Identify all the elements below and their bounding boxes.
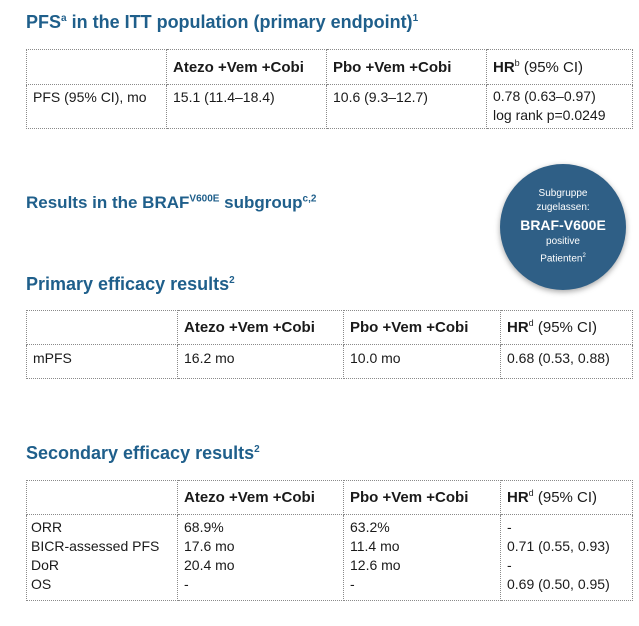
table-header-row: Atezo +Vem +Cobi Pbo +Vem +Cobi HRd (95%…: [26, 310, 633, 345]
hr-values-cell: - 0.71 (0.55, 0.93) - 0.69 (0.50, 0.95): [500, 514, 633, 601]
atezo-values-cell: 68.9% 17.6 mo 20.4 mo -: [177, 514, 344, 601]
orr-label: ORR: [31, 519, 63, 535]
dor-hr-value: -: [507, 557, 512, 573]
header-atezo: Atezo +Vem +Cobi: [177, 310, 344, 345]
heading-text: Results in the BRAF: [26, 193, 190, 212]
header-pbo: Pbo +Vem +Cobi: [343, 310, 501, 345]
p-value: log rank p=0.0249: [493, 107, 606, 123]
itt-pfs-table: Atezo +Vem +Cobi Pbo +Vem +Cobi HRb (95%…: [26, 49, 633, 129]
table-header-row: Atezo +Vem +Cobi Pbo +Vem +Cobi HRb (95%…: [26, 49, 633, 85]
header-atezo: Atezo +Vem +Cobi: [166, 49, 327, 85]
ci-label: (95% CI): [533, 319, 598, 336]
reference-marker: 2: [229, 275, 235, 286]
secondary-efficacy-heading: Secondary efficacy results2: [26, 443, 260, 464]
braf-subgroup-heading: Results in the BRAFV600E subgroupc,2: [26, 193, 316, 213]
row-label: PFS (95% CI), mo: [26, 84, 167, 129]
dor-atezo-value: 20.4 mo: [184, 557, 235, 573]
table-row: PFS (95% CI), mo 15.1 (11.4–18.4) 10.6 (…: [26, 84, 633, 129]
bicr-pfs-hr-value: 0.71 (0.55, 0.93): [507, 538, 610, 554]
primary-efficacy-heading: Primary efficacy results2: [26, 274, 235, 295]
header-empty-cell: [26, 480, 178, 515]
header-pbo: Pbo +Vem +Cobi: [326, 49, 487, 85]
reference-marker: 2: [254, 444, 260, 455]
hr-label: HR: [493, 58, 515, 76]
footnote-marker: c,2: [302, 193, 317, 205]
hr-value: 0.68 (0.53, 0.88): [500, 344, 633, 379]
heading-text: in the ITT population (primary endpoint): [66, 12, 413, 32]
heading-text: Primary efficacy results: [26, 274, 230, 294]
badge-line: zugelassen:: [536, 202, 590, 214]
footnote-marker: d: [528, 488, 534, 498]
header-pbo: Pbo +Vem +Cobi: [343, 480, 501, 515]
heading-text: Secondary efficacy results: [26, 443, 255, 463]
pbo-value: 10.0 mo: [343, 344, 501, 379]
atezo-value: 16.2 mo: [177, 344, 344, 379]
footnote-marker: d: [528, 318, 534, 328]
ci-label: (95% CI): [519, 58, 584, 76]
row-labels-cell: ORR BICR-assessed PFS DoR OS: [26, 514, 178, 601]
itt-section-heading: PFSa in the ITT population (primary endp…: [26, 12, 418, 33]
badge-line: positive: [546, 236, 580, 248]
orr-pbo-value: 63.2%: [350, 519, 390, 535]
bicr-pfs-pbo-value: 11.4 mo: [350, 538, 400, 554]
pbo-value: 10.6 (9.3–12.7): [326, 84, 487, 129]
orr-atezo-value: 68.9%: [184, 519, 224, 535]
dor-pbo-value: 12.6 mo: [350, 557, 401, 573]
primary-efficacy-table: Atezo +Vem +Cobi Pbo +Vem +Cobi HRd (95%…: [26, 310, 633, 379]
header-empty-cell: [26, 49, 167, 85]
hr-value: 0.78 (0.63–0.97) log rank p=0.0249: [486, 84, 633, 129]
row-label: mPFS: [26, 344, 178, 379]
ci-label: (95% CI): [533, 489, 598, 506]
footnote-marker: a: [61, 13, 67, 24]
header-hr: HRd (95% CI): [500, 480, 633, 515]
pbo-values-cell: 63.2% 11.4 mo 12.6 mo -: [343, 514, 501, 601]
heading-text: subgroup: [219, 193, 303, 212]
hr-label: HR: [507, 319, 529, 336]
footnote-marker: b: [514, 57, 520, 68]
os-pbo-value: -: [350, 576, 355, 592]
badge-highlight: BRAF-V600E: [520, 217, 606, 234]
table-header-row: Atezo +Vem +Cobi Pbo +Vem +Cobi HRd (95%…: [26, 480, 633, 515]
header-atezo: Atezo +Vem +Cobi: [177, 480, 344, 515]
os-label: OS: [31, 576, 52, 592]
header-hr: HRb (95% CI): [486, 49, 633, 85]
dor-label: DoR: [31, 557, 60, 573]
superscript-text: V600E: [189, 193, 220, 205]
os-atezo-value: -: [184, 576, 189, 592]
reference-marker: 2: [582, 253, 586, 260]
table-row: mPFS 16.2 mo 10.0 mo 0.68 (0.53, 0.88): [26, 344, 633, 379]
header-empty-cell: [26, 310, 178, 345]
atezo-value: 15.1 (11.4–18.4): [166, 84, 327, 129]
secondary-efficacy-table: Atezo +Vem +Cobi Pbo +Vem +Cobi HRd (95%…: [26, 480, 633, 601]
badge-text: Patienten: [540, 253, 583, 265]
subgroup-approval-badge: Subgruppe zugelassen: BRAF-V600E positiv…: [500, 164, 626, 290]
orr-hr-value: -: [507, 519, 512, 535]
badge-line: Subgruppe: [538, 188, 588, 200]
hr-label: HR: [507, 489, 529, 506]
table-body-row: ORR BICR-assessed PFS DoR OS 68.9% 17.6 …: [26, 514, 633, 601]
os-hr-value: 0.69 (0.50, 0.95): [507, 576, 610, 592]
heading-text: PFS: [26, 12, 62, 32]
bicr-pfs-atezo-value: 17.6 mo: [184, 538, 235, 554]
header-hr: HRd (95% CI): [500, 310, 633, 345]
hr-ci-value: 0.78 (0.63–0.97): [493, 88, 596, 104]
bicr-pfs-label: BICR-assessed PFS: [31, 538, 160, 554]
reference-marker: 1: [412, 13, 419, 24]
badge-line: Patienten2: [540, 249, 586, 266]
